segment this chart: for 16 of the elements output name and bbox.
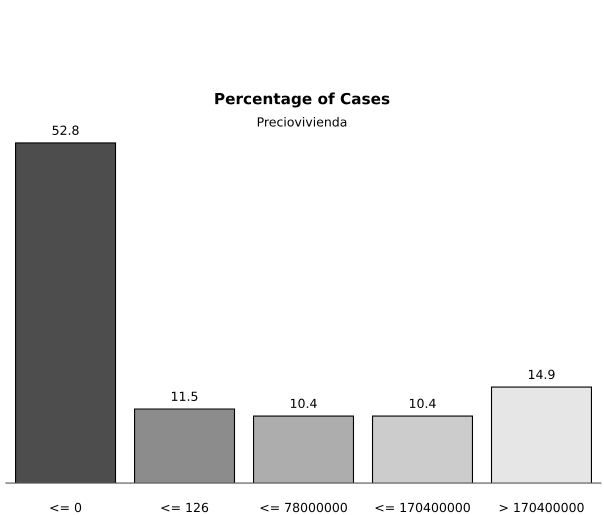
x-tick-label: <= 0	[50, 502, 82, 512]
bar	[252, 416, 354, 484]
data-label: 11.5	[172, 392, 198, 402]
chart-title: Percentage of Cases	[215, 92, 390, 108]
bar	[372, 416, 474, 484]
x-tick-label: <= 170400000	[376, 502, 470, 512]
data-label: 10.4	[410, 398, 436, 408]
chart-subtitle: Preciovivienda	[258, 116, 346, 127]
x-tick-label: <= 78000000	[260, 502, 347, 512]
data-label: 14.9	[528, 370, 555, 380]
data-label: 10.4	[290, 398, 317, 408]
bar	[134, 408, 236, 484]
bar	[490, 386, 592, 484]
data-label: 52.8	[52, 126, 79, 135]
x-tick-label: > 170400000	[500, 502, 584, 512]
x-tick-label: <= 126	[161, 502, 208, 512]
